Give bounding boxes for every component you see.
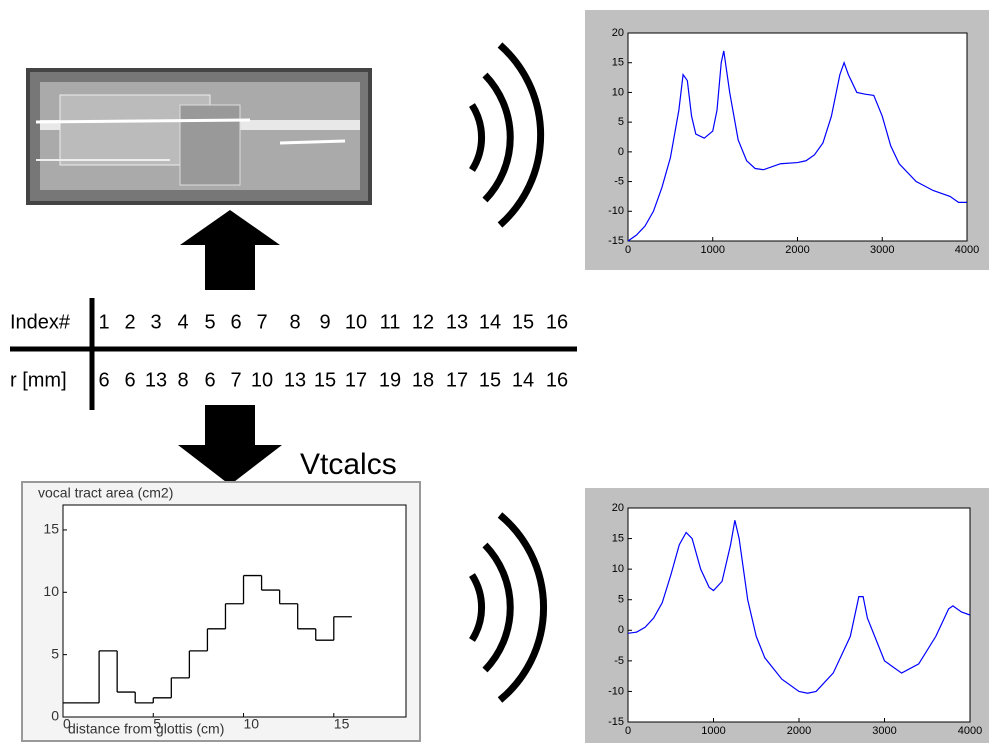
table-cell: 5: [204, 311, 215, 333]
table-cell: 15: [479, 369, 501, 391]
spectrum-line: [627, 520, 971, 694]
y-tick-label: 20: [612, 27, 624, 39]
table-cell: 2: [124, 311, 135, 333]
x-tick-label: 1000: [701, 244, 725, 256]
y-tick-label: 15: [612, 57, 624, 69]
plot-area: [627, 507, 971, 723]
x-tick-label: 1000: [701, 725, 725, 737]
program-label: Vtcalcs: [300, 448, 397, 481]
x-tick-label: 5: [153, 716, 161, 732]
x-tick-label: 3000: [872, 725, 896, 737]
y-tick-label: 5: [51, 645, 59, 661]
y-tick-label: 0: [618, 146, 624, 158]
table-cell: 8: [177, 369, 188, 391]
x-tick-label: 4000: [958, 725, 982, 737]
y-tick-label: 5: [618, 594, 624, 606]
plot-area: [62, 504, 407, 718]
table-cell: 16: [546, 369, 568, 391]
y-tick-label: -15: [608, 235, 624, 247]
arrow-down: [178, 405, 282, 485]
plot-area: [627, 32, 968, 242]
table-cell: 1: [98, 311, 109, 333]
table-cell: 13: [145, 369, 167, 391]
row-header: r [mm]: [10, 369, 67, 391]
table-cell: 6: [230, 311, 241, 333]
sound-waves-bottom: [468, 512, 548, 703]
x-tick-label: 15: [334, 716, 350, 732]
table-cell: 9: [319, 311, 330, 333]
x-axis-label: distance from glottis (cm): [68, 721, 224, 737]
table-cell: 18: [412, 369, 434, 391]
x-tick-label: 0: [63, 716, 71, 732]
table-cell: 16: [546, 311, 568, 333]
table-cell: 13: [446, 311, 468, 333]
table-cell: 14: [512, 369, 534, 391]
y-tick-label: 15: [612, 532, 624, 544]
spectrum-line: [627, 50, 967, 242]
x-tick-label: 2000: [785, 244, 809, 256]
table-cell: 11: [380, 311, 401, 333]
x-tick-label: 4000: [955, 244, 979, 256]
table-cell: 6: [98, 369, 109, 391]
table-cell: 4: [177, 311, 188, 333]
table-cell: 15: [314, 369, 336, 391]
y-tick-label: -5: [614, 655, 624, 667]
table-cell: 17: [345, 369, 367, 391]
table-cell: 8: [289, 311, 300, 333]
table-cell: 7: [256, 311, 267, 333]
table-cell: 6: [124, 369, 135, 391]
y-tick-label: 5: [618, 116, 624, 128]
y-tick-label: 20: [612, 502, 624, 514]
table-cell: 12: [412, 311, 434, 333]
sound-waves-top: [468, 42, 545, 228]
y-tick-label: -15: [608, 716, 624, 728]
y-tick-label: 0: [618, 624, 624, 636]
model-photo: [26, 68, 372, 205]
table-cell: 3: [150, 311, 161, 333]
table-cell: 10: [345, 311, 367, 333]
y-tick-label: -10: [608, 685, 624, 697]
x-tick-label: 3000: [870, 244, 894, 256]
y-tick-label: 0: [51, 708, 59, 724]
table-cell: 15: [512, 311, 534, 333]
table-cell: 6: [204, 369, 215, 391]
y-tick-label: 10: [43, 583, 59, 599]
y-tick-label: 10: [612, 86, 624, 98]
x-tick-label: 0: [625, 725, 631, 737]
x-tick-label: 0: [625, 244, 631, 256]
y-tick-label: 15: [43, 521, 59, 537]
y-tick-label: 10: [612, 563, 624, 575]
y-tick-label: -5: [614, 175, 624, 187]
table-cell: 10: [251, 369, 273, 391]
row-header: Index#: [10, 311, 71, 333]
x-tick-label: 2000: [787, 725, 811, 737]
chart-title: vocal tract area (cm2): [38, 485, 173, 501]
arrow-up: [180, 210, 280, 290]
table-cell: 7: [230, 369, 241, 391]
table-cell: 13: [284, 369, 306, 391]
x-tick-label: 10: [244, 716, 260, 732]
table-cell: 14: [479, 311, 501, 333]
y-tick-label: -10: [608, 205, 624, 217]
table-cell: 17: [446, 369, 468, 391]
table-cell: 19: [379, 369, 401, 391]
